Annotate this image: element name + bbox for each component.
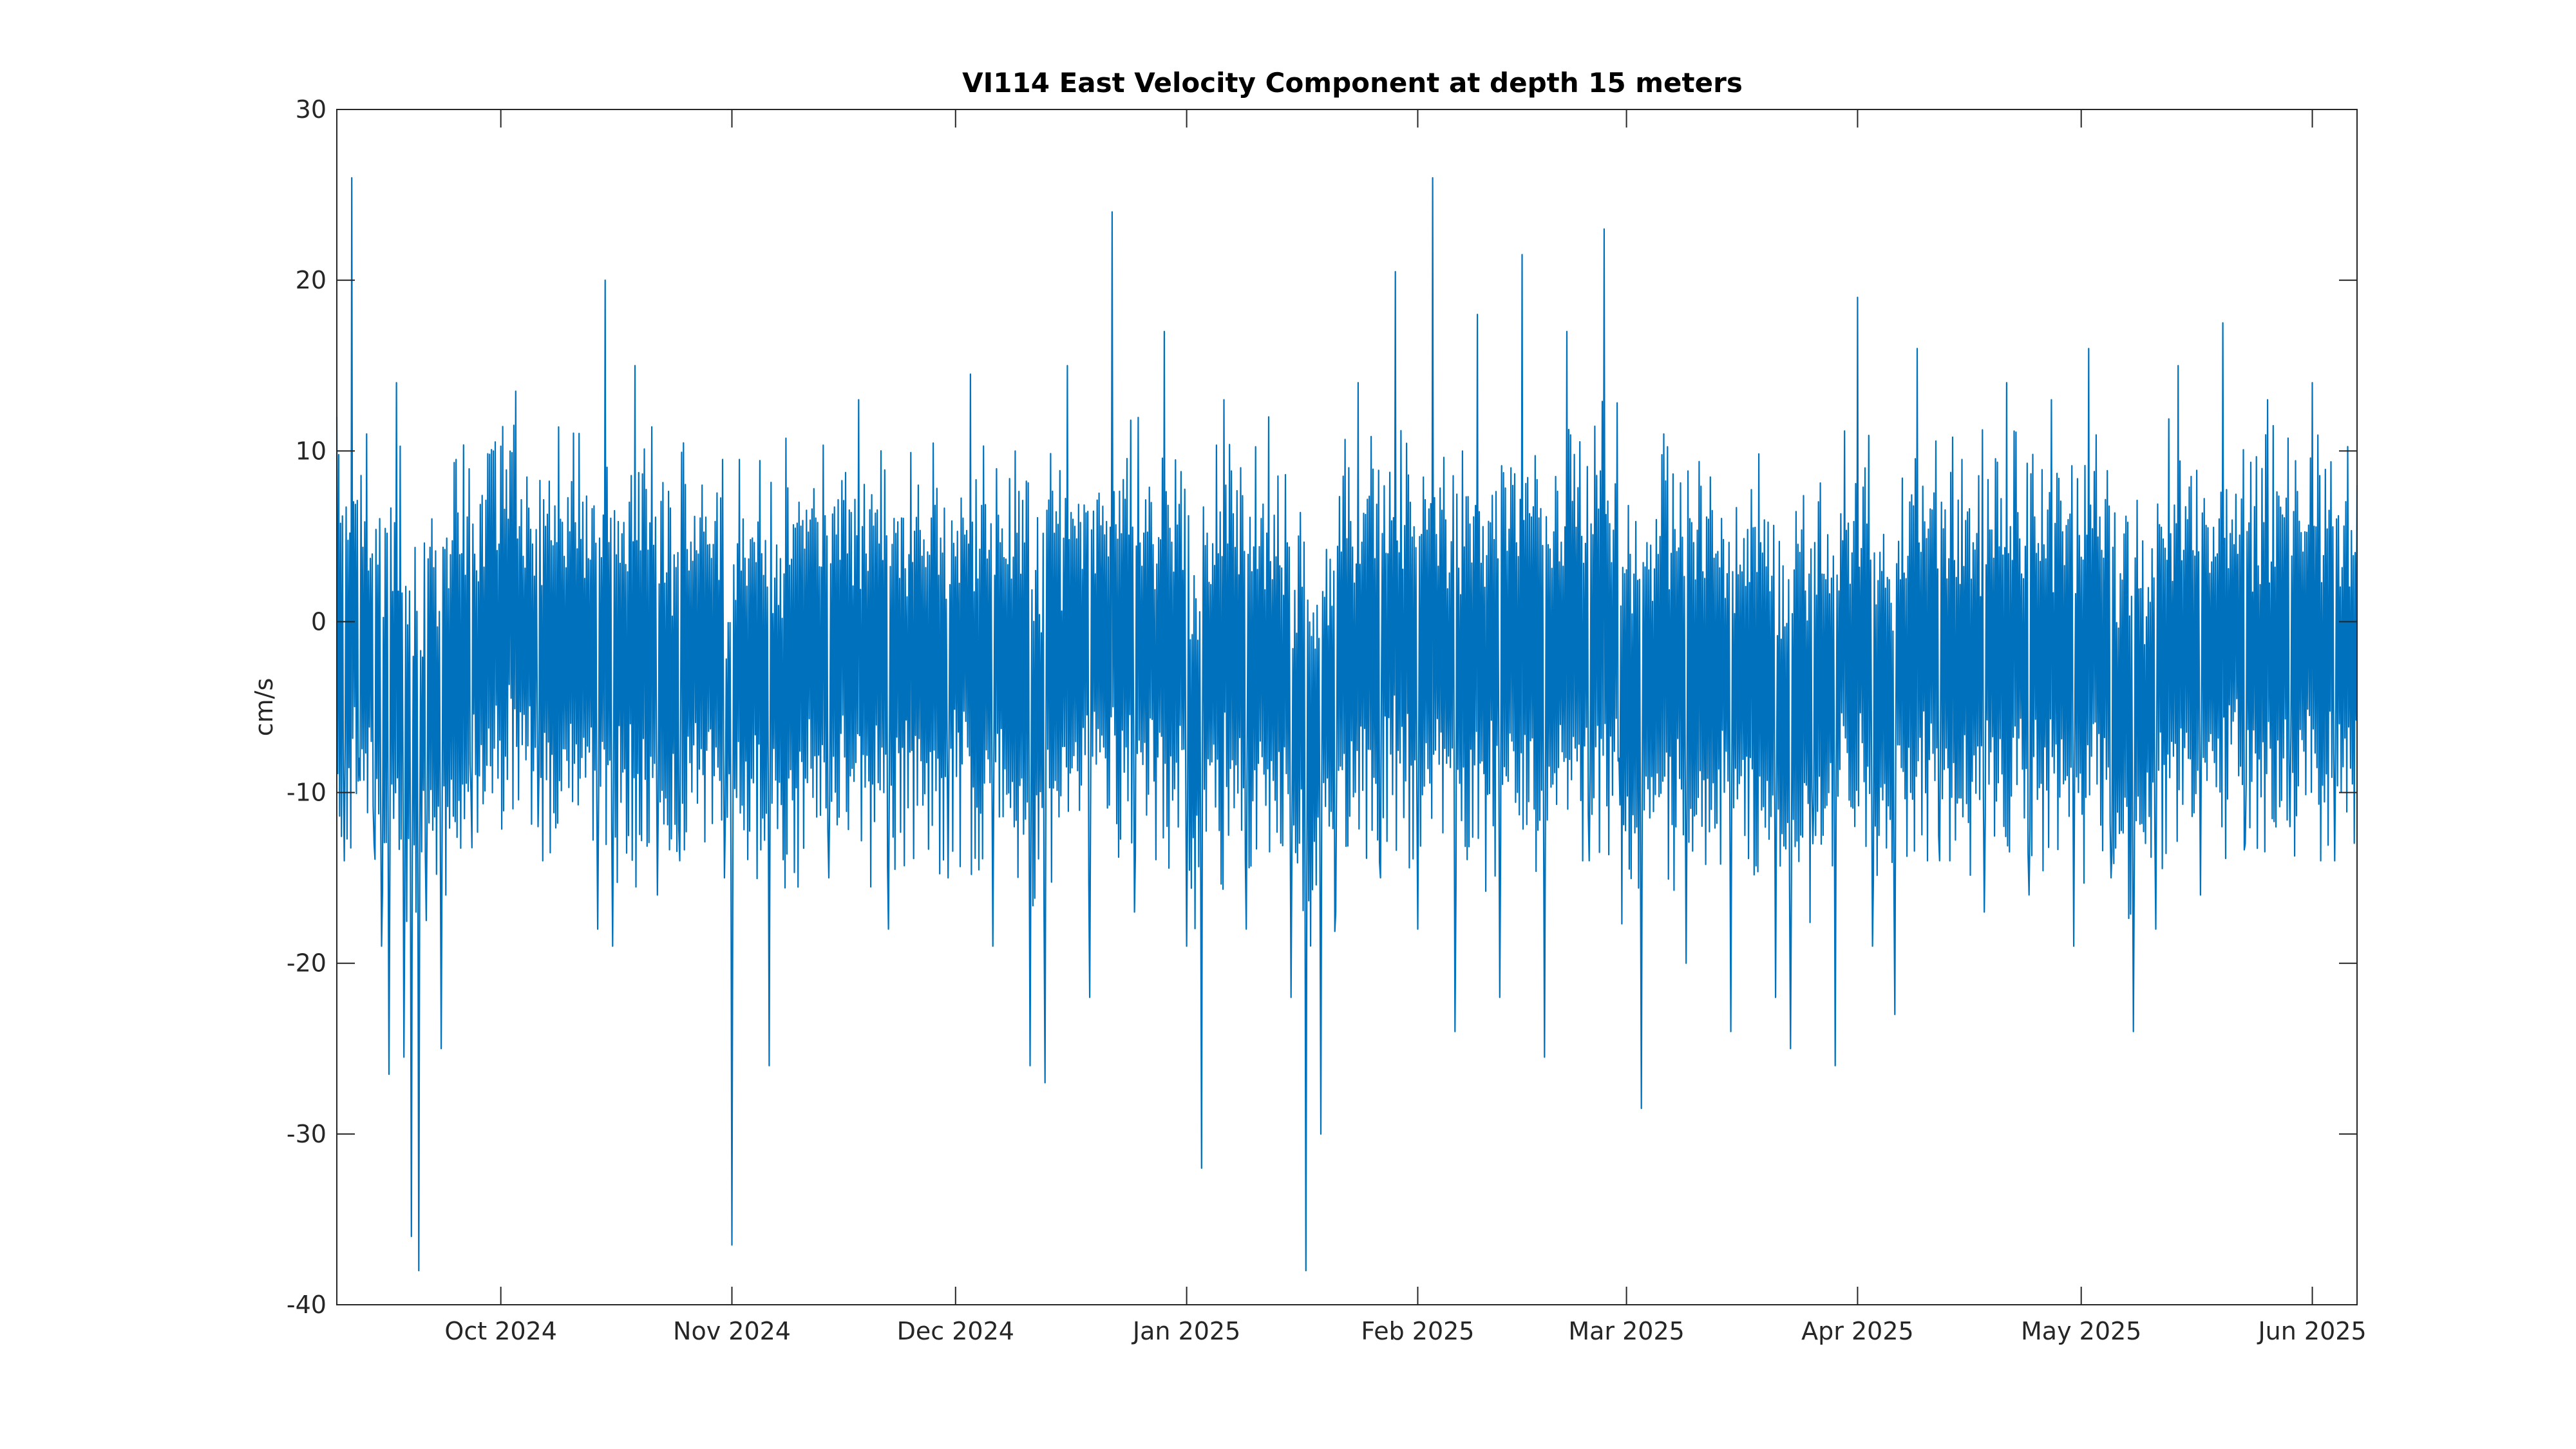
x-tick-label: Mar 2025 xyxy=(1568,1317,1684,1345)
y-tick-label: -40 xyxy=(287,1291,327,1319)
chart-title: VI114 East Velocity Component at depth 1… xyxy=(962,67,1743,99)
y-axis: 30 20 10 0 -10 -20 -30 -40 xyxy=(287,95,2357,1319)
x-tick-label: May 2025 xyxy=(2021,1317,2141,1345)
y-tick-label: 20 xyxy=(296,266,327,294)
plot-area xyxy=(336,109,2358,1305)
axes-frame xyxy=(336,109,2358,1305)
y-tick-label: -30 xyxy=(287,1120,327,1148)
x-tick-label: Jun 2025 xyxy=(2257,1317,2366,1345)
x-tick-label: Feb 2025 xyxy=(1361,1317,1474,1345)
y-axis-label: cm/s xyxy=(250,678,278,737)
y-tick-label: -20 xyxy=(287,949,327,978)
y-tick-label: 30 xyxy=(296,95,327,124)
x-tick-label: Jan 2025 xyxy=(1132,1317,1240,1345)
y-tick-label: -10 xyxy=(287,779,327,807)
x-tick-label: Apr 2025 xyxy=(1801,1317,1914,1345)
x-tick-label: Oct 2024 xyxy=(444,1317,557,1345)
series-line xyxy=(336,177,2358,1272)
x-tick-label: Dec 2024 xyxy=(897,1317,1014,1345)
y-tick-label: 10 xyxy=(296,437,327,465)
x-axis: Oct 2024 Nov 2024 Dec 2024 Jan 2025 Feb 2025… xyxy=(444,109,2367,1345)
x-tick-label: Nov 2024 xyxy=(673,1317,791,1345)
y-tick-label: 0 xyxy=(311,607,327,636)
